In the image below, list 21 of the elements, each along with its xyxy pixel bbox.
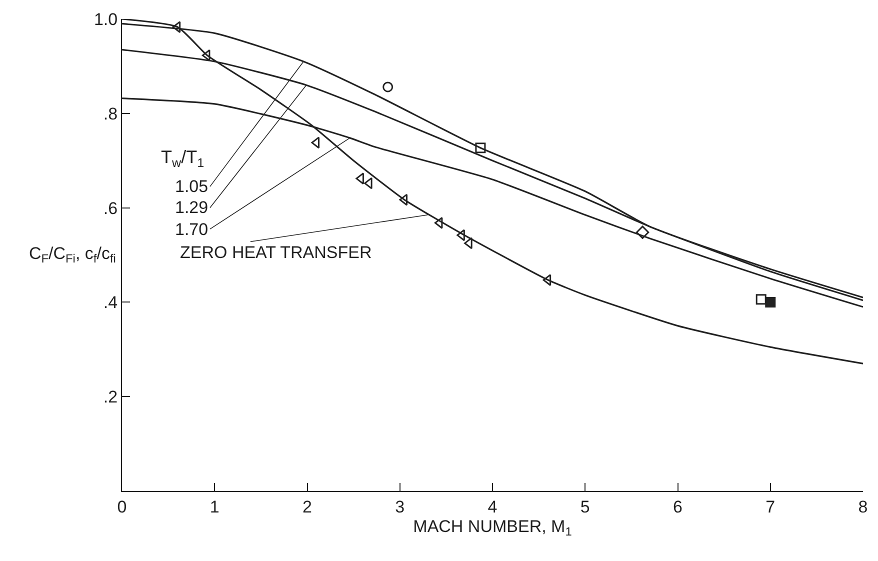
y-tick-label: 1.0 xyxy=(94,10,118,29)
x-tick-label: 7 xyxy=(766,497,776,516)
annotation: 1.05 xyxy=(175,177,208,196)
annotation: ZERO HEAT TRANSFER xyxy=(180,243,372,262)
y-tick-label: .6 xyxy=(103,198,118,218)
x-tick-label: 5 xyxy=(580,497,590,516)
y-axis-title: C$_{F}$/C$_{Fi}$, c$_{f}$/c$_{fi}$ xyxy=(29,244,116,266)
legend-title: T$_{w}$/T$_{1}$ xyxy=(161,147,204,170)
annotation: 1.29 xyxy=(175,198,208,217)
x-tick-label: 3 xyxy=(395,497,405,516)
x-tick-label: 6 xyxy=(673,497,682,516)
annotation: 1.70 xyxy=(175,220,208,239)
x-axis-title: MACH NUMBER, M$_{1}$ xyxy=(413,516,572,538)
y-tick-label: .2 xyxy=(103,388,118,407)
x-tick-label: 1 xyxy=(210,497,220,516)
x-tick-label: 8 xyxy=(858,497,868,516)
y-tick-label: .4 xyxy=(103,293,118,312)
x-tick-label: 2 xyxy=(302,497,312,516)
x-tick-label: 0 xyxy=(117,497,127,516)
y-tick-label: .8 xyxy=(103,104,118,124)
x-tick-label: 4 xyxy=(488,497,498,516)
